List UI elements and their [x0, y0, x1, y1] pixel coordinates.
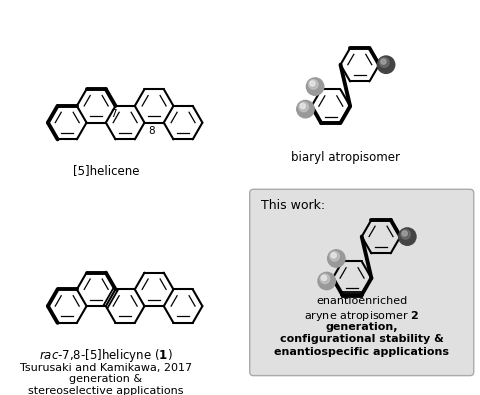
Text: enantiospecific applications: enantiospecific applications: [274, 347, 449, 357]
Circle shape: [328, 250, 345, 267]
Circle shape: [310, 81, 315, 86]
Text: $\it{rac}$-7,8-[5]helicyne ($\bf{1}$): $\it{rac}$-7,8-[5]helicyne ($\bf{1}$): [39, 347, 173, 364]
Text: generation &: generation &: [69, 374, 143, 384]
Circle shape: [402, 231, 408, 236]
Circle shape: [401, 229, 410, 239]
Circle shape: [380, 58, 389, 67]
Text: aryne atropisomer $\bf{2}$: aryne atropisomer $\bf{2}$: [304, 309, 420, 323]
Circle shape: [331, 253, 336, 258]
Text: stereoselective applications: stereoselective applications: [28, 386, 183, 395]
Text: 7: 7: [110, 109, 116, 119]
Circle shape: [318, 272, 336, 290]
Circle shape: [299, 102, 309, 112]
Circle shape: [322, 275, 327, 280]
Text: enantioenriched: enantioenriched: [316, 297, 408, 307]
Circle shape: [381, 59, 386, 64]
Text: biaryl atropisomer: biaryl atropisomer: [291, 151, 400, 164]
Circle shape: [398, 228, 416, 245]
Text: Tsurusaki and Kamikawa, 2017: Tsurusaki and Kamikawa, 2017: [20, 363, 192, 373]
Text: This work:: This work:: [261, 199, 325, 212]
Text: 8: 8: [148, 126, 155, 137]
Text: generation,: generation,: [325, 322, 398, 331]
Circle shape: [377, 56, 395, 73]
FancyBboxPatch shape: [250, 189, 474, 376]
Circle shape: [306, 78, 324, 95]
Circle shape: [320, 274, 330, 284]
Text: configurational stability &: configurational stability &: [280, 334, 444, 344]
Circle shape: [297, 100, 314, 118]
Text: [5]helicene: [5]helicene: [72, 164, 139, 177]
Circle shape: [330, 252, 339, 261]
Circle shape: [300, 103, 305, 109]
Circle shape: [309, 80, 318, 89]
